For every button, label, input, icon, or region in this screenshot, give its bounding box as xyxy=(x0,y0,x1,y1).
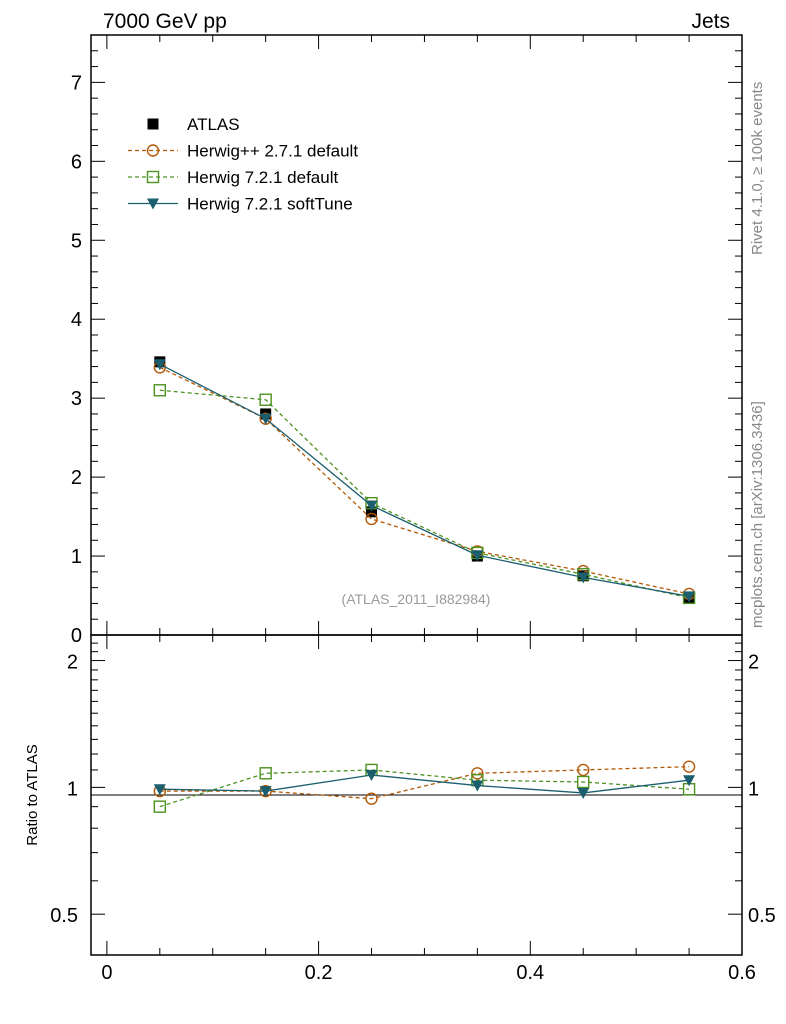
legend-label: ATLAS xyxy=(187,115,240,134)
ratio-data-point xyxy=(683,775,696,787)
legend-label: Herwig 7.2.1 softTune xyxy=(187,195,353,214)
main-y-tick-label: 0 xyxy=(71,625,82,647)
mcplots-label: mcplots.cern.ch [arXiv:1306.3436] xyxy=(749,401,766,628)
ratio-data-point xyxy=(153,800,167,813)
main-y-tick-label: 6 xyxy=(71,151,82,173)
ratio-data-point xyxy=(471,767,484,780)
main-data-point xyxy=(365,512,378,526)
main-y-tick-label: 4 xyxy=(71,309,82,331)
ratio-data-point xyxy=(577,763,590,777)
ratio-data-point xyxy=(365,792,378,805)
main-y-ticks: 0 1 2 3 4 5 6 7 xyxy=(71,34,742,647)
ratio-data-point xyxy=(682,760,696,773)
main-y-tick-label: 5 xyxy=(71,230,82,252)
main-y-tick-label: 1 xyxy=(71,546,82,568)
main-data-point xyxy=(471,550,484,562)
x-axis-ticks: 0 0.2 0.4 0.6 xyxy=(101,35,756,984)
main-y-tick-label: 2 xyxy=(71,467,82,489)
rivet-label: Rivet 4.1.0, ≥ 100k events xyxy=(749,82,766,255)
ratio-data-point xyxy=(471,780,484,792)
ratio-y-tick-label-right: 1 xyxy=(748,778,759,800)
legend-marker xyxy=(147,198,159,210)
main-y-tick-label: 7 xyxy=(71,72,82,94)
main-data-point xyxy=(366,506,378,518)
main-data-point xyxy=(683,591,696,603)
main-data-point xyxy=(153,384,167,397)
x-tick-label: 0.2 xyxy=(305,962,333,984)
ratio-y-ticks: 0.5 0.5 1 1 2 2 xyxy=(50,642,776,927)
ratio-series-line xyxy=(159,769,690,808)
legend-label: Herwig++ 2.7.1 default xyxy=(187,142,358,161)
main-data-point xyxy=(577,572,590,584)
legend-marker xyxy=(146,144,160,157)
ratio-data-point xyxy=(577,775,590,789)
ratio-y-tick-label: 0.5 xyxy=(50,905,78,927)
legend-label: Herwig 7.2.1 default xyxy=(187,168,338,187)
main-y-tick-label: 3 xyxy=(71,388,82,410)
main-data-point xyxy=(259,393,272,406)
x-tick-label: 0 xyxy=(101,962,112,984)
header-left-label: 7000 GeV pp xyxy=(103,10,227,33)
ratio-data-point xyxy=(153,784,166,796)
analysis-watermark: (ATLAS_2011_I882984) xyxy=(342,591,491,607)
ratio-series-group xyxy=(153,760,696,813)
ratio-data-point xyxy=(577,787,590,799)
ratio-y-tick-label: 1 xyxy=(67,778,78,800)
ratio-data-point xyxy=(365,769,378,781)
x-tick-label: 0.6 xyxy=(728,962,756,984)
legend-marker xyxy=(147,118,159,130)
ratio-y-tick-label: 2 xyxy=(67,652,78,674)
ratio-y-tick-label-right: 0.5 xyxy=(748,905,776,927)
main-data-point xyxy=(365,500,378,512)
ratio-data-point xyxy=(259,786,272,798)
main-data-point xyxy=(259,413,272,425)
ratio-y-tick-label-right: 2 xyxy=(748,652,759,674)
header-right-label: Jets xyxy=(691,10,730,33)
ratio-y-axis-label: Ratio to ATLAS xyxy=(24,744,41,845)
ratio-series-line xyxy=(159,765,690,800)
legend-marker xyxy=(146,170,160,184)
x-tick-label: 0.4 xyxy=(516,962,544,984)
ratio-data-point xyxy=(259,767,272,780)
main-data-point xyxy=(153,359,166,371)
main-series-line xyxy=(159,389,690,599)
main-series-line xyxy=(159,363,690,597)
main-series-line xyxy=(159,366,690,595)
main-series-group xyxy=(153,356,696,605)
ratio-series-line xyxy=(159,774,690,794)
legend: ATLAS Herwig++ 2.7.1 default Herwig 7.2.1 … xyxy=(128,115,358,214)
